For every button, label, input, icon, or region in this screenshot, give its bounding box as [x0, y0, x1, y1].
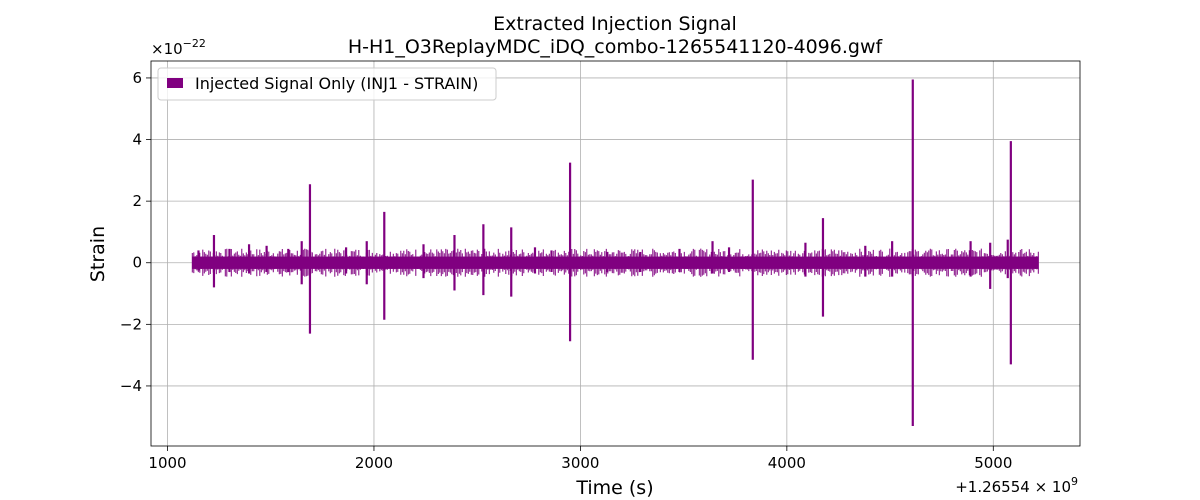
legend-label: Injected Signal Only (INJ1 - STRAIN)	[195, 74, 478, 93]
y-tick-label: 6	[132, 69, 142, 87]
y-tick-label: −2	[120, 315, 142, 333]
chart-title-line2: H-H1_O3ReplayMDC_iDQ_combo-1265541120-40…	[348, 36, 884, 58]
x-tick-label: 2000	[355, 454, 393, 472]
y-axis: −4 −2 0 2 4 6	[120, 69, 151, 395]
legend-box	[157, 67, 497, 101]
y-tick-label: 4	[132, 131, 142, 149]
y-scale-label: ×10−22	[151, 37, 206, 58]
series-signal	[191, 79, 1039, 426]
x-offset-label: +1.26554 × 109	[955, 475, 1078, 496]
y-scale-exponent: −22	[183, 37, 206, 50]
x-axis: 1000 2000 3000 4000 5000	[148, 446, 1012, 472]
x-axis-label: Time (s)	[575, 477, 653, 499]
y-tick-label: 0	[132, 254, 142, 272]
signal-noise	[191, 248, 1039, 277]
x-tick-label: 1000	[148, 454, 186, 472]
x-offset-exponent: 9	[1071, 475, 1078, 488]
x-tick-label: 3000	[561, 454, 599, 472]
y-scale-base: ×10	[151, 40, 183, 58]
plot-area	[150, 60, 1081, 447]
x-gridlines	[167, 61, 994, 446]
plot-frame	[150, 60, 1081, 447]
x-tick-label: 5000	[974, 454, 1012, 472]
y-tick-label: 2	[132, 192, 142, 210]
y-axis-label: Strain	[87, 226, 109, 282]
plot-background	[151, 61, 1080, 446]
legend-swatch	[167, 78, 183, 88]
x-tick-label: 4000	[768, 454, 806, 472]
legend: Injected Signal Only (INJ1 - STRAIN)	[157, 67, 497, 101]
y-tick-label: −4	[120, 377, 142, 395]
x-offset-base: +1.26554 × 10	[955, 478, 1071, 496]
chart-title-line1: Extracted Injection Signal	[493, 13, 737, 35]
